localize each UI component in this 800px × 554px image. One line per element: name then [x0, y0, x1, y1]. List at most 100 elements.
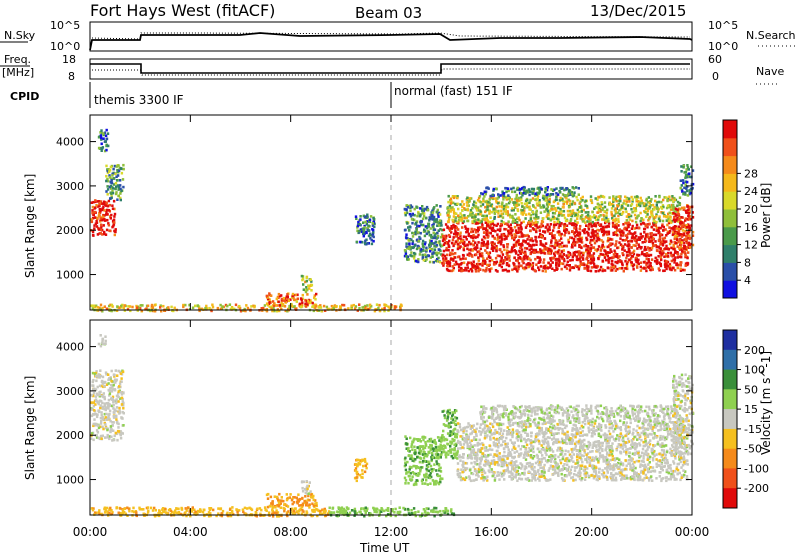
data-cell [601, 228, 604, 231]
data-cell [538, 260, 542, 264]
data-cell [657, 200, 661, 204]
data-cell [112, 414, 115, 418]
data-cell [94, 403, 97, 406]
data-cell [114, 381, 117, 384]
data-cell [661, 211, 664, 215]
data-cell [635, 241, 638, 245]
data-cell [96, 216, 99, 220]
data-cell [628, 218, 632, 221]
data-cell [297, 500, 300, 503]
data-cell [198, 309, 201, 313]
data-cell [490, 243, 494, 247]
data-cell [523, 209, 526, 212]
data-cell [106, 179, 110, 183]
data-cell [598, 207, 601, 211]
data-cell [491, 226, 495, 230]
data-cell [191, 306, 195, 310]
data-cell [569, 266, 572, 270]
data-cell [316, 514, 319, 518]
data-cell [480, 254, 483, 258]
data-cell [487, 255, 491, 258]
data-cell [553, 212, 557, 215]
data-cell [511, 214, 514, 218]
data-cell [112, 438, 116, 442]
data-cell [465, 238, 468, 241]
data-cell [517, 216, 520, 219]
data-cell [558, 224, 561, 227]
data-cell [520, 202, 523, 205]
data-cell [459, 212, 462, 215]
data-cell [354, 467, 358, 470]
data-cell [306, 487, 309, 491]
data-cell [572, 253, 575, 257]
data-cell [436, 511, 440, 514]
data-cell [558, 212, 561, 215]
data-cell [559, 186, 562, 190]
data-cell [673, 225, 677, 228]
data-cell [680, 252, 683, 256]
data-cell [593, 241, 597, 245]
data-cell [452, 196, 456, 200]
data-cell [650, 239, 654, 242]
data-cell [429, 241, 432, 245]
data-cell [469, 210, 472, 214]
freq-tick-top: 18 [62, 53, 76, 66]
data-cell [629, 204, 633, 207]
data-cell [647, 235, 650, 239]
data-cell [641, 250, 644, 254]
data-cell [670, 254, 673, 257]
data-cell [416, 206, 419, 209]
data-cell [119, 372, 123, 375]
data-cell [606, 224, 609, 228]
data-cell [555, 209, 558, 212]
data-cell [509, 216, 512, 219]
data-cell [672, 205, 675, 209]
data-cell [674, 207, 678, 211]
data-cell [111, 395, 115, 399]
data-cell [687, 212, 691, 215]
data-cell [498, 264, 501, 267]
data-cell [117, 400, 120, 403]
data-cell [581, 213, 584, 217]
data-cell [487, 234, 490, 238]
data-cell [499, 248, 502, 251]
data-cell [98, 509, 101, 512]
data-cell [368, 225, 371, 228]
data-cell [100, 147, 104, 150]
data-cell [308, 498, 311, 502]
data-cell [107, 373, 110, 376]
data-cell [502, 233, 505, 237]
data-cell [332, 307, 336, 310]
data-cell [427, 222, 430, 226]
data-cell [672, 258, 675, 261]
data-cell [300, 504, 303, 507]
data-cell [280, 499, 283, 502]
data-cell [273, 304, 276, 308]
data-cell [669, 264, 672, 268]
data-cell [578, 233, 582, 236]
data-cell [290, 302, 293, 306]
data-cell [531, 192, 534, 195]
data-cell [611, 221, 615, 225]
data-cell [661, 242, 665, 246]
data-cell [383, 306, 386, 310]
data-cell [92, 213, 95, 217]
data-cell [614, 255, 617, 258]
data-cell [365, 223, 368, 226]
data-cell [439, 244, 443, 248]
data-cell [597, 218, 600, 221]
data-cell [598, 204, 601, 207]
data-cell [300, 505, 304, 509]
data-cell [686, 261, 689, 265]
data-cell [575, 255, 578, 258]
data-cell [630, 239, 633, 243]
data-cell [317, 509, 320, 513]
data-cell [365, 509, 369, 512]
data-cell [365, 215, 368, 218]
data-cell [589, 249, 592, 252]
data-cell [657, 239, 661, 242]
data-cell [681, 179, 685, 182]
data-cell [100, 413, 103, 417]
data-cell [460, 239, 463, 243]
data-cell [622, 253, 625, 257]
